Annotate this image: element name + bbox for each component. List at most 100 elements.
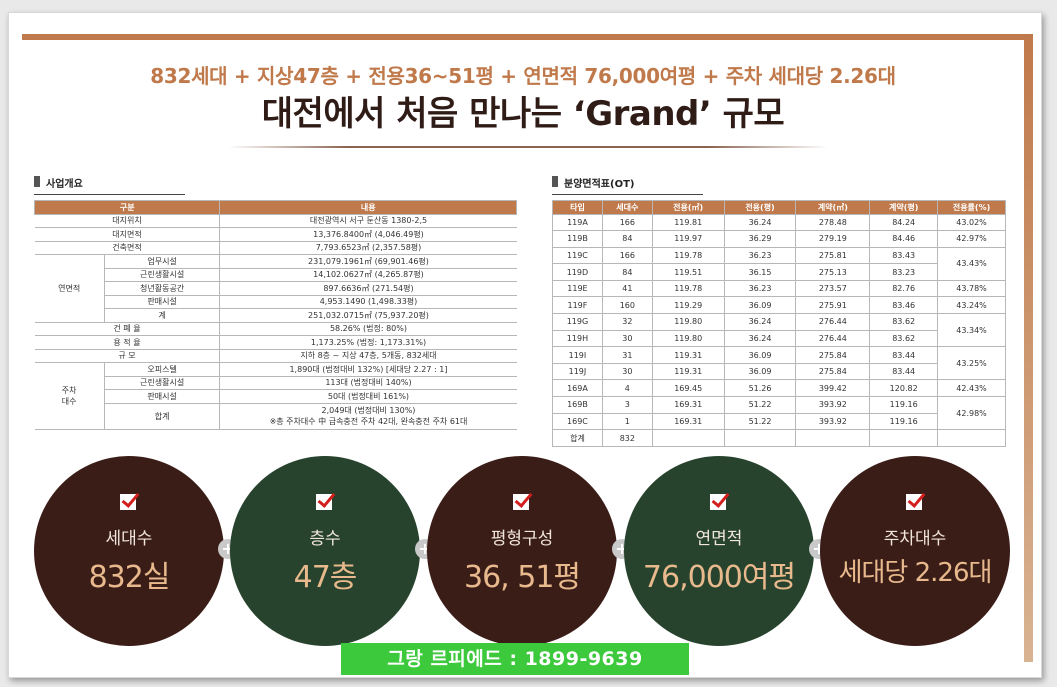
table-row: 169B 3 169.31 51.22 393.92 119.16 42.98%	[552, 396, 1006, 431]
table-row: 근린생활시설 14,102.0627㎡ (4,265.87평)	[35, 267, 517, 282]
table-row: 건 폐 율 58.26% (법정: 80%)	[34, 321, 517, 336]
table-cell: 119I	[552, 346, 603, 364]
row-label: 건축면적	[34, 240, 221, 255]
table-cell: 273.57	[795, 279, 871, 298]
table-cell: 36.24	[723, 313, 797, 331]
table-cell: 3	[601, 396, 653, 414]
highlight-value: 세대당 2.26대	[838, 558, 993, 588]
table-cell	[723, 429, 797, 447]
table-row: 119J 30 119.31 36.09 275.84 83.44	[552, 362, 1006, 381]
table-cell	[795, 429, 871, 447]
row-value: 1,173.25% (법정: 1,173.31%)	[219, 335, 517, 350]
table-row: 판매시설 4,953.1490 (1,498.33평)	[35, 294, 517, 309]
table-cell: 36.09	[723, 346, 797, 364]
table-row: 용 적 율 1,173.25% (법정: 1,173.31%)	[34, 335, 517, 350]
ratio-cell: 42.98%	[937, 396, 1006, 431]
table-cell: 82.76	[869, 279, 939, 298]
table-cell: 36.24	[723, 213, 797, 232]
table-cell: 84.24	[869, 213, 939, 232]
table-cell: 119E	[552, 279, 603, 298]
total-label: 합계	[552, 429, 603, 447]
table-cell: 83.44	[869, 346, 939, 364]
row-value: 897.6636㎡ (271.54평)	[219, 281, 517, 296]
col-header: 계약(평)	[869, 200, 939, 215]
table-cell: 275.91	[795, 296, 871, 315]
row-value: 14,102.0627㎡ (4,265.87평)	[219, 267, 517, 282]
row-value: 7,793.6523㎡ (2,357.58평)	[219, 240, 517, 255]
ratio-cell: 43.78%	[937, 279, 1006, 298]
table-cell: 119G	[552, 313, 603, 331]
row-label: 용 적 율	[34, 335, 221, 350]
ratio-cell: 43.02%	[937, 213, 1006, 232]
row-label: 판매시설	[103, 294, 221, 309]
table-row: 대지면적 13,376.8400㎡ (4,046.49평)	[34, 227, 517, 242]
table-cell: 169.31	[651, 396, 725, 414]
row-label: 대지면적	[34, 227, 221, 242]
table-cell: 119J	[552, 362, 603, 381]
table-cell: 120.82	[869, 379, 939, 398]
row-label: 업무시설	[103, 254, 221, 269]
row-value: 1,890대 (법정대비 132%) [세대당 2.27 : 1]	[219, 362, 517, 377]
table-cell: 275.84	[795, 346, 871, 364]
phone-banner[interactable]: 그랑 르피에드 : 1899-9639	[341, 643, 689, 675]
right-accent-stripe	[1024, 34, 1033, 662]
row-label: 대지위치	[34, 213, 221, 228]
row-value: 지하 8층 ~ 지상 47층, 5개동, 832세대	[219, 348, 517, 363]
table-cell: 275.13	[795, 263, 871, 281]
table-cell: 119.80	[651, 329, 725, 348]
table-row: 판매시설 50대 (법정대비 161%)	[35, 389, 517, 404]
checkbox-icon	[120, 494, 136, 510]
table-cell: 36.23	[723, 279, 797, 298]
col-header: 내용	[219, 200, 517, 215]
row-value: 113대 (법정대비 140%)	[219, 375, 517, 390]
ratio-cell: 42.43%	[937, 379, 1006, 398]
table-row: 169A 4 169.45 51.26 399.42 120.82 42.43%	[552, 379, 1006, 398]
total-note: ※총 주차대수 中 급속충전 주차 42대, 완속충전 주차 61대	[269, 417, 468, 426]
overview-section-title: 사업개요	[34, 175, 185, 195]
table-row: 119I 31 119.31 36.09 275.84 83.44 43.25%	[552, 346, 1006, 381]
ratio-cell: 43.25%	[937, 346, 1006, 381]
checkbox-icon	[513, 494, 529, 510]
highlight-value: 76,000여평	[642, 560, 796, 595]
table-row: 연면적 업무시설 231,079.1961㎡ (69,901.46평)	[34, 254, 517, 323]
col-header: 타입	[552, 200, 603, 215]
table-header-row: 타입 세대수 전용(㎡) 전용(평) 계약(㎡) 계약(평) 전용률(%)	[552, 200, 1006, 215]
table-cell	[869, 429, 939, 447]
row-label: 계	[103, 308, 221, 323]
group-label-line: 대수	[61, 396, 77, 406]
area-table: 타입 세대수 전용(㎡) 전용(평) 계약(㎡) 계약(평) 전용률(%) 11…	[552, 200, 1006, 447]
table-row: 규 모 지하 8층 ~ 지상 47층, 5개동, 832세대	[34, 348, 517, 363]
table-cell: 399.42	[795, 379, 871, 398]
table-cell: 83.62	[869, 329, 939, 348]
table-cell: 1	[601, 412, 653, 431]
row-value: 13,376.8400㎡ (4,046.49평)	[219, 227, 517, 242]
group-label: 연면적	[34, 254, 105, 323]
table-cell: 84.46	[869, 230, 939, 248]
highlight-value: 47층	[293, 560, 358, 595]
highlight-label: 층수	[309, 529, 341, 549]
table-cell: 119H	[552, 329, 603, 348]
table-cell: 119.78	[651, 246, 725, 265]
table-row: 청년활동공간 897.6636㎡ (271.54평)	[35, 281, 517, 296]
overview-table: 구분 내용 대지위치 대전광역시 서구 둔산동 1380-2,5 대지면적 13,3…	[33, 200, 517, 430]
row-value: 50대 (법정대비 161%)	[219, 389, 517, 404]
table-cell: 169B	[552, 396, 603, 414]
group-label: 주차 대수	[34, 362, 105, 430]
table-cell: 278.48	[795, 213, 871, 232]
table-cell: 393.92	[795, 396, 871, 414]
table-cell: 119.16	[869, 412, 939, 431]
row-label: 판매시설	[103, 389, 221, 404]
table-cell: 119.31	[651, 362, 725, 381]
table-cell	[651, 429, 725, 447]
table-cell: 169.45	[651, 379, 725, 398]
col-header: 전용(평)	[723, 200, 797, 215]
total-line: 2,049대 (법정대비 130%)	[321, 406, 416, 415]
table-cell: 119C	[552, 246, 603, 265]
row-value: 대전광역시 서구 둔산동 1380-2,5	[219, 213, 517, 228]
table-cell: 119F	[552, 296, 603, 315]
table-cell: 279.19	[795, 230, 871, 248]
table-cell: 119.16	[869, 396, 939, 414]
group-label-line: 주차	[61, 385, 77, 395]
ratio-cell: 43.43%	[937, 246, 1006, 281]
highlight-value: 36, 51평	[463, 560, 581, 595]
